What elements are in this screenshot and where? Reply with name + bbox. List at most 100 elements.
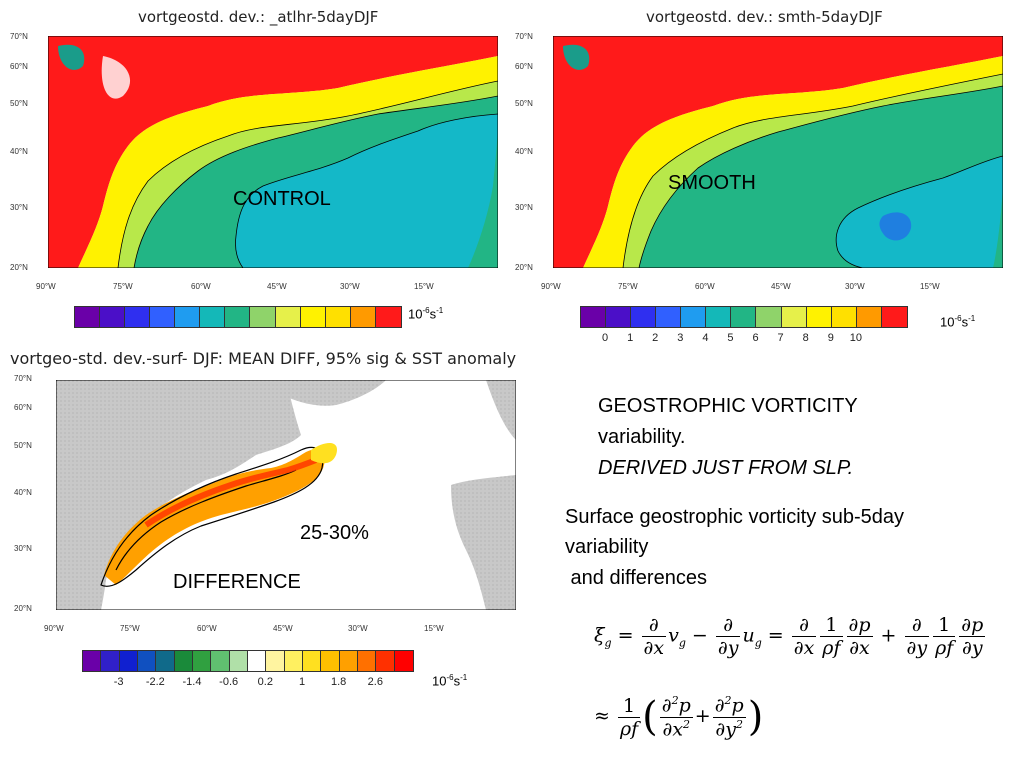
colorbar-swatch: [137, 651, 157, 671]
colorbar-tick-label: 2: [652, 332, 659, 344]
difference-lat-70: 70°N: [14, 374, 32, 383]
colorbar-tick-label: -3: [113, 676, 124, 688]
colorbar-swatch: [247, 651, 267, 671]
colorbar-tick-label: 1: [627, 332, 634, 344]
smooth-contour-2: [638, 85, 1003, 268]
difference-overlay-label: DIFFERENCE: [173, 571, 301, 593]
colorbar-swatch: [856, 307, 882, 327]
difference-lat-60: 60°N: [14, 403, 32, 412]
control-lon-90: 90°W: [36, 282, 56, 291]
control-lat-70: 70°N: [10, 32, 28, 41]
colorbar-tick-label: 2.6: [367, 676, 383, 688]
colorbar-swatch: [119, 651, 138, 671]
colorbar-tick-label: 6: [752, 332, 759, 344]
colorbar-swatch: [831, 307, 857, 327]
desc-line-3: and differences: [565, 567, 707, 589]
colorbar-tick-label: 0.2: [257, 676, 273, 688]
colorbar-swatch: [781, 307, 807, 327]
colorbar-swatch: [357, 651, 377, 671]
control-contour-1: [117, 80, 498, 268]
colorbar-tick-label: 4: [702, 332, 709, 344]
colorbar-swatch: [339, 651, 358, 671]
colorbar-swatch: [156, 651, 175, 671]
colorbar-swatch: [200, 307, 226, 327]
difference-lat-20: 20°N: [14, 604, 32, 613]
control-lon-60: 60°W: [191, 282, 211, 291]
colorbar-swatch: [606, 307, 632, 327]
colorbar-swatch: [376, 651, 395, 671]
control-lat-20: 20°N: [10, 263, 28, 272]
smooth-red-band: [553, 36, 1003, 268]
colorbar-swatch: [125, 307, 151, 327]
colorbar-swatch: [211, 651, 230, 671]
colorbar-swatch: [175, 307, 201, 327]
colorbar-tick-label: 3: [677, 332, 684, 344]
difference-contour-outer: [100, 446, 324, 587]
control-map: [48, 36, 498, 268]
difference-colorbar-ticks: -3 -2.2 -1.4 -0.6 0.2 1 1.8 2.6: [82, 676, 412, 690]
colorbar-swatch: [375, 307, 401, 327]
smooth-lon-30: 30°W: [845, 282, 865, 291]
difference-yellow-patch: [311, 443, 337, 464]
equation-laplacian-approx: ≈ 1 ρf(∂2p ∂x2 + ∂2p ∂y2): [594, 694, 764, 740]
difference-lon-90: 90°W: [44, 624, 64, 633]
control-overlay-label: CONTROL: [233, 188, 331, 210]
colorbar-tick-label: 1: [298, 676, 306, 688]
difference-lon-30: 30°W: [348, 624, 368, 633]
smooth-contour-1: [622, 73, 1003, 268]
control-teal-patch: [58, 44, 85, 70]
control-lat-30: 30°N: [10, 203, 28, 212]
colorbar-swatch: [150, 307, 176, 327]
smooth-map-title: vortgeostd. dev.: smth-5dayDJF: [646, 8, 883, 26]
difference-africa: [451, 475, 516, 610]
control-land-patch: [101, 56, 131, 99]
difference-unit: 10-6s-1: [432, 673, 468, 689]
difference-lat-30: 30°N: [14, 544, 32, 553]
colorbar-swatch: [192, 651, 212, 671]
smooth-teal-patch: [563, 44, 590, 70]
control-lat-60: 60°N: [10, 62, 28, 71]
colorbar-swatch: [302, 651, 322, 671]
colorbar-swatch: [250, 307, 276, 327]
difference-colorbar: [82, 650, 414, 672]
colorbar-tick-label: -1.4: [182, 676, 202, 688]
colorbar-swatch: [656, 307, 682, 327]
smooth-lon-75: 75°W: [618, 282, 638, 291]
colorbar-swatch: [806, 307, 832, 327]
colorbar-swatch: [266, 651, 285, 671]
colorbar-swatch: [284, 651, 303, 671]
colorbar-tick-label: 1.8: [331, 676, 347, 688]
colorbar-swatch: [83, 651, 102, 671]
desc-line-2: variability: [565, 536, 649, 558]
colorbar-swatch: [681, 307, 707, 327]
heading-line-1: GEOSTROPHIC VORTICITY: [598, 395, 858, 417]
equation-geostrophic-vorticity: ξg = ∂ ∂x vg − ∂ ∂y ug = ∂ ∂x 1 ρf ∂p ∂x + ∂ ∂y 1 ρf…: [594, 614, 986, 659]
colorbar-tick-label: 9: [827, 332, 834, 344]
colorbar-tick-label: 8: [802, 332, 809, 344]
smooth-lat-70: 70°N: [515, 32, 533, 41]
colorbar-swatch: [394, 651, 413, 671]
control-unit: 10-6s-1: [408, 306, 444, 322]
difference-lon-45: 45°W: [273, 624, 293, 633]
control-cyan-region: [235, 114, 498, 268]
smooth-lon-60: 60°W: [695, 282, 715, 291]
heading-line-3: DERIVED JUST FROM SLP.: [598, 457, 854, 479]
difference-lon-60: 60°W: [197, 624, 217, 633]
colorbar-swatch: [300, 307, 326, 327]
smooth-cyan-region: [836, 156, 1003, 268]
control-contour-3: [235, 113, 498, 268]
smooth-overlay-label: SMOOTH: [668, 172, 756, 194]
difference-map: [56, 380, 516, 610]
control-red-band: [48, 36, 498, 268]
control-map-title: vortgeostd. dev.: _atlhr-5dayDJF: [138, 8, 379, 26]
colorbar-swatch: [350, 307, 376, 327]
difference-contour-inner: [115, 469, 297, 571]
heading-line-2: variability.: [598, 426, 686, 448]
colorbar-tick-label: -0.6: [219, 676, 239, 688]
smooth-blue-patch: [879, 212, 912, 241]
control-colorbar: [74, 306, 402, 328]
colorbar-tick-label: 10: [849, 332, 862, 344]
smooth-lat-60: 60°N: [515, 62, 533, 71]
colorbar-swatch: [75, 307, 101, 327]
colorbar-swatch: [731, 307, 757, 327]
